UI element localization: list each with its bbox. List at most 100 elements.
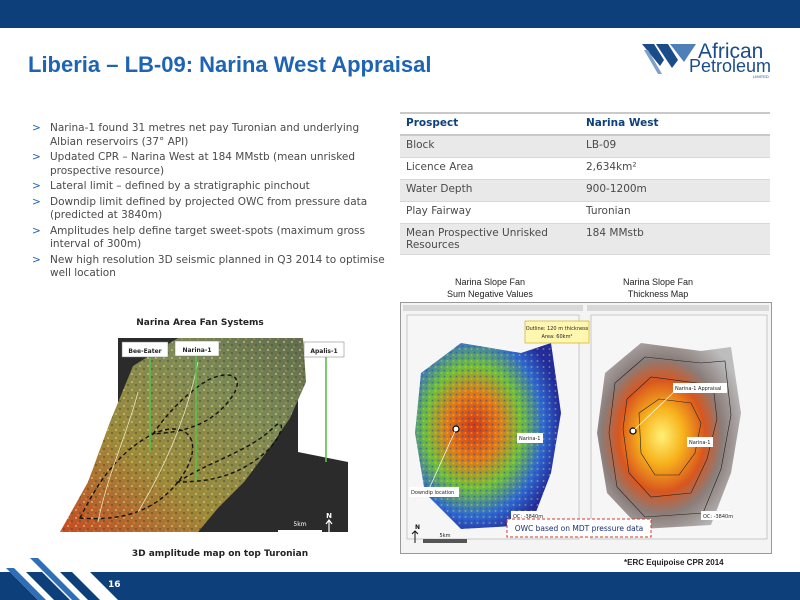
bullet-item: > Updated CPR – Narina West at 184 MMstb … [32, 151, 390, 178]
outline-note-line: Area: 60km² [542, 334, 573, 340]
appraisal-label: Narina-1 Appraisal [675, 386, 721, 392]
table-header-cell: Narina West [580, 112, 770, 136]
bullet-item: > Amplitudes help define target sweet-spo… [32, 225, 390, 252]
north-arrow-icon [411, 530, 419, 543]
right-map-body [597, 343, 741, 529]
downdip-label: Downdip location [411, 490, 454, 496]
logo-word-petroleum: Petroleum [689, 56, 772, 76]
map-header-strip [587, 305, 769, 311]
chevron-right-icon: > [32, 224, 41, 237]
channel-line [97, 391, 139, 523]
table-cell-value: Turonian [580, 201, 770, 224]
table-row: Licence Area 2,634km² [400, 157, 770, 180]
map-label-box [687, 437, 713, 447]
page-number: 16 [108, 580, 121, 590]
table-cell-label: Play Fairway [400, 201, 580, 224]
fan-outline [175, 423, 283, 483]
well-label-narina: Narina-1 [182, 347, 211, 354]
panel-title-line: Sum Negative Values [447, 289, 533, 299]
map-label-box [511, 511, 541, 520]
prospect-table: Prospect Narina West Block LB-09 Licence… [400, 112, 770, 255]
bullet-text: Amplitudes help define target sweet-spot… [50, 224, 365, 251]
footnote: *ERC Equipoise CPR 2014 [624, 558, 724, 567]
thickness-contour [622, 376, 718, 498]
panel-title-line: Thickness Map [627, 289, 689, 299]
oc-label-left: OC: -3840m [513, 514, 543, 520]
outline-callout [524, 320, 590, 344]
chevron-right-icon: > [32, 151, 41, 163]
bullet-list: > Narina-1 found 31 metres net pay Turoni… [32, 122, 390, 283]
table-cell-label: Licence Area [400, 157, 580, 180]
logo-word-african: African [698, 40, 764, 63]
scale-bar [423, 539, 467, 543]
slope-fan-right-title: Narina Slope Fan Thickness Map [588, 276, 728, 300]
fan-map-caption: 3D amplitude map on top Turonian [131, 549, 309, 559]
table-cell-label: Block [400, 135, 580, 158]
bullet-item: > Narina-1 found 31 metres net pay Turoni… [32, 122, 390, 149]
narina-label-left: Narina-1 [519, 436, 540, 442]
channel-line [137, 361, 199, 513]
chevron-right-icon: > [32, 180, 41, 192]
fan-amplitude-texture [60, 338, 306, 532]
table-header-cell: Prospect [400, 112, 580, 136]
table-cell-label: Water Depth [400, 179, 580, 202]
north-label: N [415, 524, 420, 531]
panel-title-line: Narina Slope Fan [622, 277, 694, 287]
slope-fan-left-title: Narina Slope Fan Sum Negative Values [420, 276, 560, 300]
narina-label-right: Narina-1 [689, 440, 710, 446]
north-label: N [326, 512, 332, 520]
fan-outline [78, 428, 194, 520]
map-header-strip [403, 305, 583, 311]
table-cell-value: 900-1200m [580, 179, 770, 202]
bullet-text: New high resolution 3D seismic planned i… [50, 253, 385, 280]
bullet-text: Updated CPR – Narina West at 184 MMstb (… [50, 151, 356, 177]
well-label-box [174, 340, 220, 357]
company-logo: African Petroleum LIMITED [640, 40, 780, 79]
left-map-noise [415, 343, 561, 529]
owc-note: OWC based on MDT pressure data [515, 524, 644, 533]
owc-note-box [506, 518, 652, 538]
table-cell-value: 2,634km² [580, 157, 770, 180]
table-row: Water Depth 900-1200m [400, 179, 770, 202]
well-label-box [121, 341, 169, 358]
logo-mark-icon [642, 44, 696, 74]
table-row: Block LB-09 [400, 135, 770, 158]
bullet-text: Narina-1 found 31 metres net pay Turonia… [50, 122, 360, 148]
bullet-item: > Lateral limit – defined by a stratigrap… [32, 180, 390, 194]
corner-stripes-icon [0, 544, 118, 600]
table-row: Mean Prospective Unrisked Resources 184 … [400, 223, 770, 255]
scale-label: 5km [440, 533, 451, 539]
map-label-box [517, 433, 543, 443]
bullet-item: > Downdip limit defined by projected OWC … [32, 196, 390, 223]
logo-tagline: LIMITED [753, 74, 769, 79]
top-banner [0, 0, 800, 28]
chevron-right-icon: > [32, 195, 41, 208]
table-row: Play Fairway Turonian [400, 201, 770, 224]
map-label-box [701, 511, 731, 520]
slope-fan-maps: Downdip location Narina-1 OC: -3840m N 5… [400, 302, 772, 554]
slide-title: Liberia – LB-09: Narina West Appraisal [28, 52, 432, 77]
bullet-text: Lateral limit – defined by a stratigraph… [50, 180, 310, 192]
scale-label: 5km [293, 521, 306, 528]
panel-title-line: Narina Slope Fan [454, 277, 526, 287]
oc-label-right: OC: -3840m [703, 514, 733, 520]
table-cell-value: 184 MMstb [580, 223, 770, 255]
leader-line [632, 390, 676, 432]
table-cell-value: LB-09 [580, 135, 770, 158]
north-arrow-icon [325, 519, 333, 536]
table-header-row: Prospect Narina West [400, 112, 770, 136]
well-label-apalis: Apalis-1 [310, 348, 337, 355]
map-label-box [673, 383, 727, 393]
table-cell-label: Mean Prospective Unrisked Resources [400, 223, 580, 255]
fan-map-title: Narina Area Fan Systems [136, 318, 264, 328]
bullet-text: Downdip limit defined by projected OWC f… [50, 195, 368, 222]
chevron-right-icon: > [32, 122, 41, 134]
thickness-contour [638, 398, 702, 476]
outline-note-line: Outline: 120 m thickness [526, 326, 589, 332]
well-label-box [303, 341, 345, 358]
bottom-banner [0, 572, 800, 600]
fan-outline [151, 374, 238, 435]
chevron-right-icon: > [32, 253, 41, 266]
leader-line [428, 428, 457, 490]
bullet-item: > New high resolution 3D seismic planned … [32, 254, 390, 281]
